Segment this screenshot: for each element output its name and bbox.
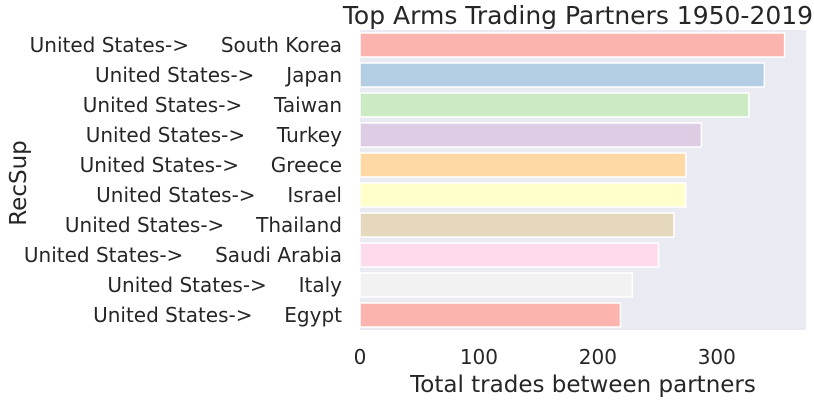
category-label: United States-> Egypt	[93, 303, 342, 327]
bar	[359, 242, 660, 268]
category-label: United States-> Greece	[80, 153, 342, 177]
x-tick-label: 0	[354, 345, 367, 369]
bar	[359, 302, 622, 328]
category-label: United States-> Japan	[95, 63, 342, 87]
category-label: United States-> South Korea	[30, 33, 342, 57]
bar	[359, 182, 687, 208]
category-label: United States-> Italy	[107, 273, 342, 297]
y-axis-label: RecSup	[6, 140, 32, 226]
bars-group	[359, 32, 786, 328]
bar	[359, 212, 675, 238]
x-ticks-group: 0 100 200 300	[354, 345, 736, 369]
bar	[359, 32, 786, 58]
x-tick-label: 300	[698, 345, 736, 369]
category-label: United States-> Saudi Arabia	[24, 243, 342, 267]
category-label: United States-> Israel	[96, 183, 342, 207]
bar	[359, 92, 750, 118]
x-axis-label: Total trades between partners	[409, 372, 756, 398]
category-label: United States-> Thailand	[65, 213, 342, 237]
x-tick-label: 100	[460, 345, 498, 369]
bar	[359, 152, 687, 178]
category-labels-group: United States-> South Korea United States…	[24, 33, 342, 327]
chart-title: Top Arms Trading Partners 1950-2019	[342, 1, 813, 30]
x-tick-label: 200	[579, 345, 617, 369]
category-label: United States-> Taiwan	[83, 93, 342, 117]
bar	[359, 122, 703, 148]
bar	[359, 62, 766, 88]
bar	[359, 272, 634, 298]
category-label: United States-> Turkey	[86, 123, 342, 147]
